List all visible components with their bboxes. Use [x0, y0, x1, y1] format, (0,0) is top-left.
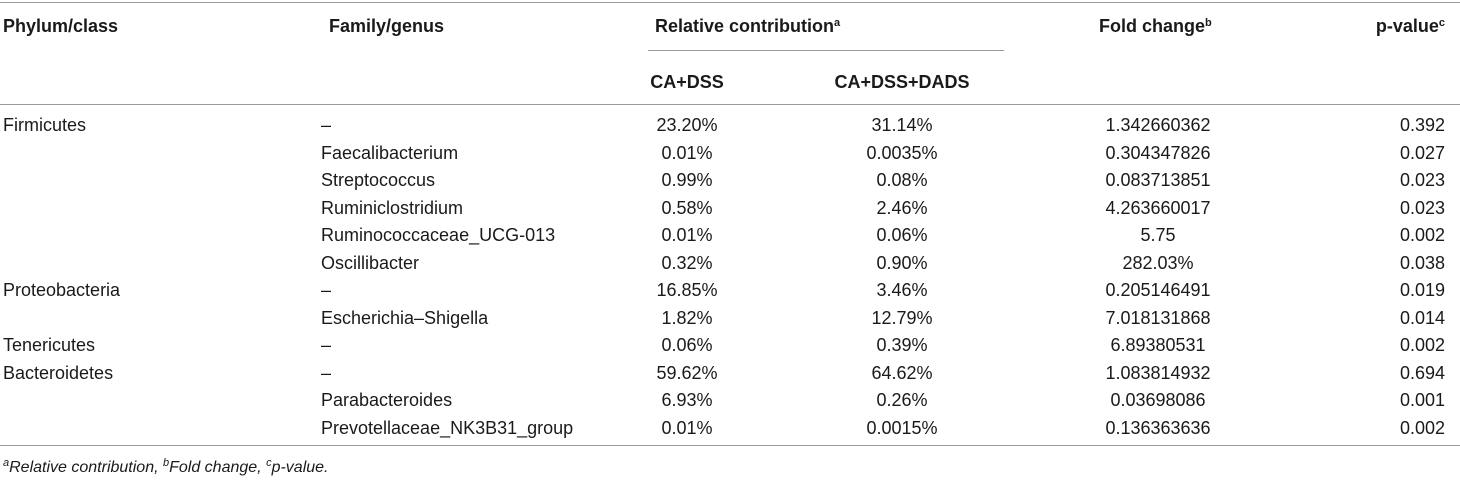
cell-ca-dss-dads: 0.08% [876, 170, 928, 190]
cell-ca-dss-dads: 0.39% [876, 335, 928, 355]
cell-fold-change: 6.89380531 [1110, 335, 1206, 355]
table-row: Bacteroidetes – 59.62% 64.62% 1.083814932 0.6… [0, 363, 1460, 390]
cell-pvalue: 0.014 [1399, 307, 1445, 328]
cell-pvalue: 0.023 [1399, 170, 1445, 190]
header-ca-dss: CA+DSS [650, 72, 724, 92]
header-pvalue: p-valuec [1375, 16, 1445, 36]
cell-ca-dss-dads: 12.79% [871, 307, 933, 328]
cell-fold-change: 1.083814932 [1105, 362, 1211, 383]
cell-phylum: Bacteroidetes [3, 362, 114, 383]
table-row: Ruminococcaceae_UCG-013 0.01% 0.06% 5.75 0.0… [0, 225, 1460, 252]
cell-fold-change: 282.03% [1122, 252, 1194, 273]
table-row: Parabacteroides 6.93% 0.26% 0.03698086 0.001 [0, 390, 1460, 417]
cell-ca-dss: 0.99% [661, 170, 713, 190]
table-row: Streptococcus 0.99% 0.08% 0.083713851 0.023 [0, 170, 1460, 197]
cell-ca-dss: 1.82% [661, 307, 713, 328]
table-row: Ruminiclostridium 0.58% 2.46% 4.263660017 0.… [0, 198, 1460, 225]
header-genus: Family/genus [329, 16, 445, 36]
cell-ca-dss-dads: 31.14% [871, 115, 933, 135]
table-row: Faecalibacterium 0.01% 0.0035% 0.304347826 0… [0, 143, 1460, 170]
header-relative-contribution: Relative contributiona [655, 16, 841, 36]
cell-phylum: Tenericutes [3, 335, 96, 355]
cell-ca-dss: 59.62% [656, 362, 718, 383]
cell-genus: Faecalibacterium [321, 142, 459, 163]
cell-pvalue: 0.023 [1399, 197, 1445, 218]
cell-pvalue: 0.001 [1399, 390, 1445, 410]
cell-pvalue: 0.694 [1399, 362, 1445, 383]
cell-genus: Oscillibacter [321, 252, 420, 273]
subheader-rule [648, 50, 1004, 51]
table-row: Escherichia–Shigella 1.82% 12.79% 7.0181318… [0, 308, 1460, 335]
cell-ca-dss-dads: 3.46% [876, 280, 928, 300]
header-phylum: Phylum/class [3, 16, 119, 36]
cell-ca-dss: 0.01% [661, 142, 713, 163]
cell-ca-dss: 23.20% [656, 115, 718, 135]
table-row: Oscillibacter 0.32% 0.90% 282.03% 0.038 [0, 253, 1460, 280]
cell-ca-dss: 0.32% [661, 252, 713, 273]
cell-genus: Ruminiclostridium [321, 197, 464, 218]
cell-pvalue: 0.002 [1399, 417, 1445, 438]
header-pvalue-sup: c [1438, 17, 1445, 29]
cell-phylum: Proteobacteria [3, 280, 121, 300]
cell-fold-change: 5.75 [1140, 225, 1176, 245]
cell-genus: – [321, 115, 332, 135]
top-rule [0, 2, 1460, 3]
header-relative-sup: a [834, 17, 841, 29]
cell-genus: Parabacteroides [321, 390, 453, 410]
cell-genus: Streptococcus [321, 170, 436, 190]
cell-genus: Escherichia–Shigella [321, 307, 489, 328]
cell-ca-dss-dads: 0.26% [876, 390, 928, 410]
cell-fold-change: 1.342660362 [1105, 115, 1211, 135]
cell-ca-dss: 0.01% [661, 417, 713, 438]
cell-ca-dss-dads: 64.62% [871, 362, 933, 383]
cell-genus: Ruminococcaceae_UCG-013 [321, 225, 556, 245]
cell-fold-change: 0.136363636 [1105, 417, 1211, 438]
footnote-c-text: p-value. [271, 459, 329, 476]
cell-ca-dss: 6.93% [661, 390, 713, 410]
cell-ca-dss-dads: 2.46% [876, 197, 928, 218]
cell-ca-dss: 16.85% [656, 280, 718, 300]
cell-ca-dss: 0.01% [661, 225, 713, 245]
cell-pvalue: 0.019 [1399, 280, 1445, 300]
cell-ca-dss: 0.58% [661, 197, 713, 218]
cell-ca-dss-dads: 0.0015% [866, 417, 938, 438]
cell-genus: Prevotellaceae_NK3B31_group [321, 417, 574, 438]
cell-pvalue: 0.392 [1399, 115, 1445, 135]
header-fold-change: Fold changeb [1099, 16, 1212, 36]
cell-fold-change: 7.018131868 [1105, 307, 1211, 328]
header-fold-sup: b [1205, 17, 1212, 29]
cell-pvalue: 0.027 [1399, 142, 1445, 163]
table-row: Firmicutes – 23.20% 31.14% 1.342660362 0.392 [0, 115, 1460, 142]
header-ca-dss-dads: CA+DSS+DADS [834, 72, 970, 92]
table-row: Proteobacteria – 16.85% 3.46% 0.205146491 0.0… [0, 280, 1460, 307]
footnote-b-sup: b [162, 457, 170, 469]
cell-genus: – [321, 280, 332, 300]
footnote-c-sup: c [266, 457, 272, 469]
cell-phylum: Firmicutes [3, 115, 87, 135]
cell-ca-dss: 0.06% [661, 335, 713, 355]
table-row: Tenericutes – 0.06% 0.39% 6.89380531 0.002 [0, 335, 1460, 362]
table-footnote: aRelative contribution, bFold change, cp… [3, 457, 329, 477]
table-row: Prevotellaceae_NK3B31_group 0.01% 0.0015% 0… [0, 418, 1460, 445]
cell-fold-change: 0.304347826 [1105, 142, 1211, 163]
cell-pvalue: 0.002 [1399, 335, 1445, 355]
cell-fold-change: 4.263660017 [1105, 197, 1211, 218]
cell-pvalue: 0.002 [1399, 225, 1445, 245]
footnote-a-text: Relative contribution, [9, 459, 163, 476]
cell-genus: – [321, 335, 332, 355]
cell-ca-dss-dads: 0.0035% [866, 142, 938, 163]
footnote-b-text: Fold change, [169, 459, 267, 476]
bottom-rule [0, 445, 1460, 446]
cell-ca-dss-dads: 0.06% [876, 225, 928, 245]
footnote-a-sup: a [3, 457, 10, 469]
header-bottom-rule [0, 104, 1460, 105]
cell-fold-change: 0.03698086 [1110, 390, 1206, 410]
cell-pvalue: 0.038 [1399, 252, 1445, 273]
cell-fold-change: 0.083713851 [1105, 170, 1211, 190]
cell-ca-dss-dads: 0.90% [876, 252, 928, 273]
cell-fold-change: 0.205146491 [1105, 280, 1211, 300]
cell-genus: – [321, 362, 332, 383]
